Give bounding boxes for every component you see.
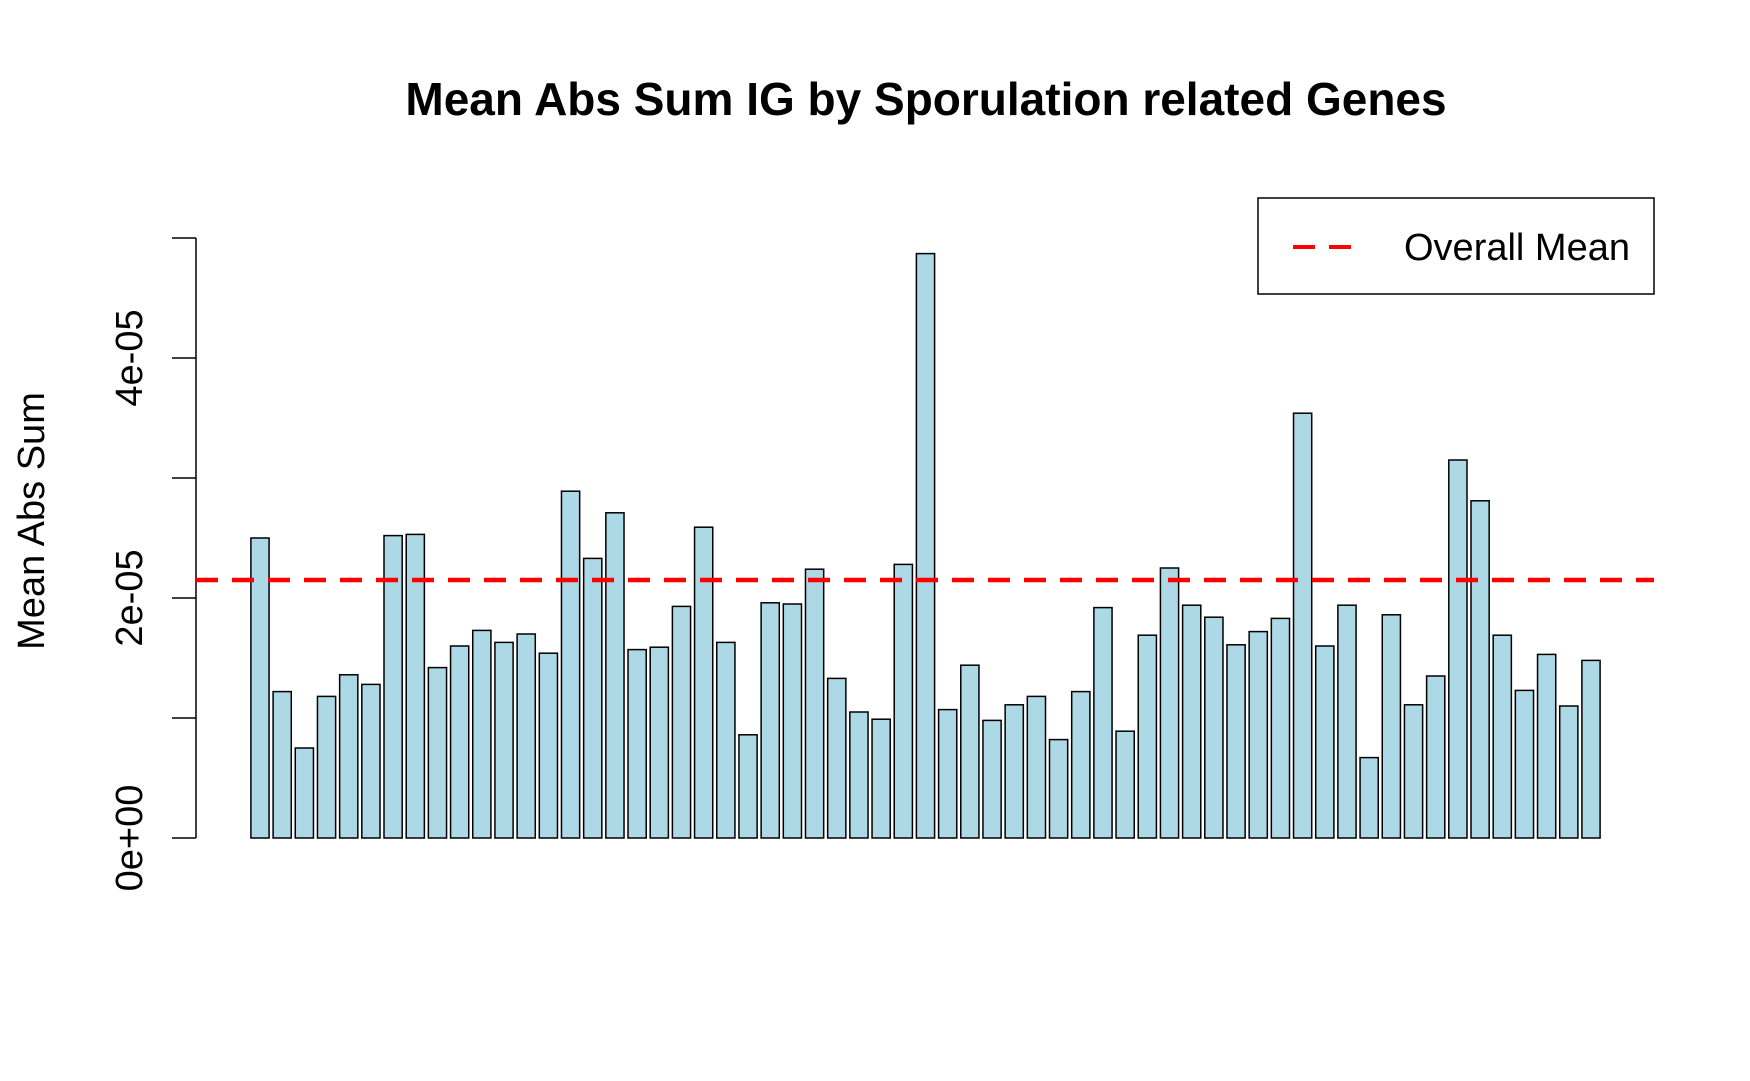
bar <box>427 666 448 839</box>
bar <box>1536 653 1557 839</box>
bar <box>760 602 781 839</box>
bar <box>1425 675 1446 839</box>
bar <box>738 734 758 839</box>
bar <box>627 648 647 839</box>
bar <box>982 719 1002 839</box>
bar <box>804 568 825 839</box>
bar <box>1359 756 1380 839</box>
y-tick-label: 2e-05 <box>109 549 151 646</box>
bar <box>849 711 869 839</box>
bar <box>1026 695 1047 839</box>
bar <box>294 747 315 839</box>
bar <box>782 603 803 839</box>
bar <box>605 512 625 839</box>
bar <box>1403 704 1424 839</box>
bar <box>1381 614 1402 839</box>
bar <box>449 645 470 839</box>
legend-box <box>1257 197 1655 295</box>
bar <box>383 534 403 839</box>
bar <box>1514 689 1535 839</box>
bar <box>1292 412 1313 839</box>
bar <box>494 641 514 839</box>
bars-group <box>250 252 1601 839</box>
bar <box>937 708 958 839</box>
y-tick-label: 0e+00 <box>109 785 151 892</box>
bar <box>1070 690 1091 839</box>
y-axis: 0e+00 2e-05 4e-05 <box>109 237 197 892</box>
y-tick-label: 4e-05 <box>109 309 151 406</box>
bar <box>1448 459 1468 839</box>
bar <box>1115 730 1135 839</box>
bar <box>960 664 980 839</box>
bar <box>272 690 293 839</box>
bar <box>405 533 426 839</box>
bar <box>1337 604 1357 839</box>
bar <box>915 252 936 839</box>
bar <box>1492 634 1513 839</box>
legend-label-overall-mean: Overall Mean <box>1404 227 1630 269</box>
bar <box>361 683 381 839</box>
chart-title: Mean Abs Sum IG by Sporulation related G… <box>405 73 1446 125</box>
bar <box>338 674 359 839</box>
bar <box>826 677 847 839</box>
bar <box>1270 617 1291 839</box>
bar <box>516 633 537 839</box>
bar <box>560 490 581 839</box>
bar <box>716 641 736 839</box>
legend: Overall Mean <box>1257 197 1655 295</box>
bar <box>1181 604 1202 839</box>
bar <box>693 526 714 839</box>
bar <box>471 629 492 839</box>
bar <box>1137 634 1158 839</box>
bar <box>1470 500 1490 839</box>
bar <box>316 695 337 839</box>
bar <box>1314 645 1335 839</box>
bar <box>1581 659 1601 839</box>
bar <box>1226 644 1246 839</box>
bar <box>582 557 603 839</box>
bar <box>1248 630 1269 839</box>
bar <box>1558 705 1579 839</box>
bar <box>1048 738 1069 839</box>
bar <box>1093 606 1113 839</box>
bar <box>649 646 670 839</box>
bar <box>871 718 891 839</box>
bar <box>893 563 914 839</box>
bar <box>1004 704 1025 839</box>
bar <box>671 605 692 839</box>
bar <box>538 652 559 839</box>
y-axis-label: Mean Abs Sum <box>11 392 53 650</box>
bar <box>250 537 270 839</box>
bar <box>1204 616 1224 839</box>
bar <box>1159 567 1180 839</box>
